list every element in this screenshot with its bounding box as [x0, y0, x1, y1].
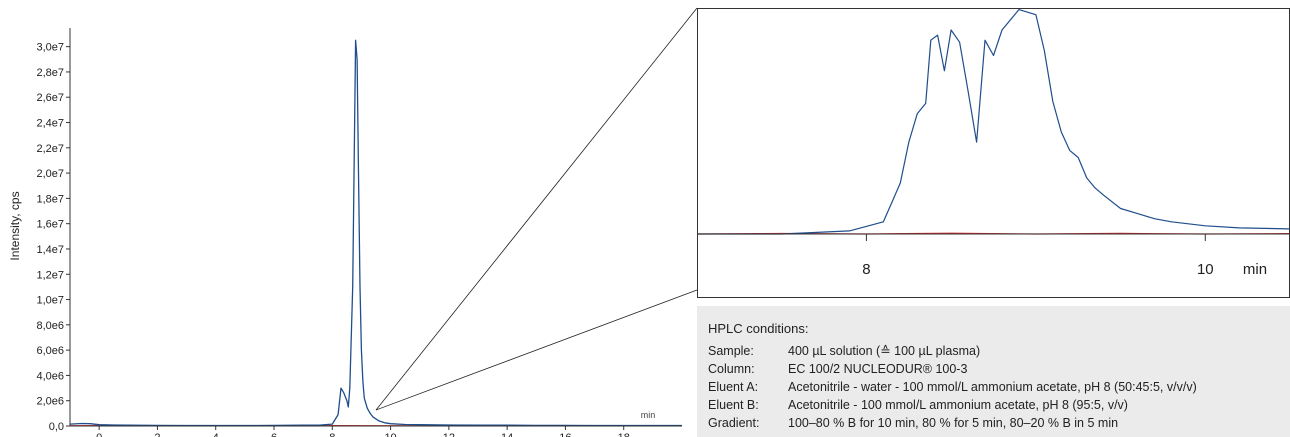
- hplc-conditions-panel: HPLC conditions: Sample: 400 µL solution…: [697, 306, 1290, 437]
- condition-row-sample: Sample: 400 µL solution (≙ 100 µL plasma…: [708, 342, 1290, 360]
- y-tick-label: 2,6e7: [36, 92, 64, 104]
- x-tick-label: 6: [271, 432, 277, 437]
- condition-row-gradient: Gradient: 100–80 % B for 10 min, 80 % fo…: [708, 414, 1290, 432]
- y-tick-label: 1,6e7: [36, 219, 64, 231]
- y-tick-label: 8,0e6: [36, 320, 64, 332]
- y-tick-label: 2,0e6: [36, 396, 64, 408]
- y-tick-label: 2,8e7: [36, 67, 64, 79]
- x-tick-label: 2: [154, 432, 160, 437]
- y-tick-label: 1,2e7: [36, 269, 64, 281]
- y-tick-label: 1,4e7: [36, 244, 64, 256]
- inset-frame: [697, 8, 1290, 298]
- conditions-heading: HPLC conditions:: [708, 321, 809, 336]
- y-tick-label: 2,4e7: [36, 118, 64, 130]
- inset-series-line-blue: [698, 9, 1289, 235]
- y-tick-label: 3,0e7: [36, 42, 64, 54]
- condition-row-eluent-a: Eluent A: Acetonitrile - water - 100 mmo…: [708, 378, 1290, 396]
- x-tick-label: 16: [559, 432, 571, 437]
- condition-value: EC 100/2 NUCLEODUR® 100-3: [788, 362, 968, 376]
- condition-label: Eluent A:: [708, 380, 759, 394]
- condition-row-eluent-b: Eluent B: Acetonitrile - 100 mmol/L ammo…: [708, 396, 1290, 414]
- inset-x-tick-label: 10: [1197, 261, 1214, 278]
- main-chromatogram: Intensity, cps 0,0 2,0e6 4,0e6 6,0e6 8,0e6 1,…: [8, 28, 682, 437]
- condition-value: Acetonitrile - 100 mmol/L ammonium aceta…: [788, 398, 1128, 412]
- inset-x-unit-label: min: [1243, 261, 1267, 278]
- condition-row-column: Column: EC 100/2 NUCLEODUR® 100-3: [708, 360, 1290, 378]
- y-axis-label: Intensity, cps: [8, 191, 22, 260]
- x-tick-label: 0: [96, 432, 102, 437]
- y-tick-label: 6,0e6: [36, 345, 64, 357]
- x-tick-label: 18: [618, 432, 630, 437]
- condition-label: Gradient:: [708, 416, 760, 430]
- condition-value: 100–80 % B for 10 min, 80 % for 5 min, 8…: [788, 416, 1119, 430]
- inset-chromatogram: 8 10 min: [697, 8, 1290, 298]
- x-tick-label: 14: [501, 432, 513, 437]
- y-tick-label: 2,2e7: [36, 143, 64, 155]
- x-unit-label: min: [641, 410, 656, 420]
- inset-x-tick-label: 8: [862, 261, 870, 278]
- x-tick-label: 8: [329, 432, 335, 437]
- y-tick-label: 1,0e7: [36, 295, 64, 307]
- x-tick-label: 4: [213, 432, 219, 437]
- y-tick-label: 1,8e7: [36, 193, 64, 205]
- condition-label: Column:: [708, 362, 755, 376]
- condition-label: Eluent B:: [708, 398, 759, 412]
- condition-value: 400 µL solution (≙ 100 µL plasma): [788, 344, 981, 358]
- condition-value: Acetonitrile - water - 100 mmol/L ammoni…: [788, 380, 1197, 394]
- y-tick-label: 2,0e7: [36, 168, 64, 180]
- x-tick-label: 12: [443, 432, 455, 437]
- series-line-blue: [69, 39, 682, 427]
- y-tick-label: 0,0: [49, 421, 64, 433]
- condition-label: Sample:: [708, 344, 754, 358]
- y-tick-label: 4,0e6: [36, 370, 64, 382]
- x-tick-label: 10: [384, 432, 396, 437]
